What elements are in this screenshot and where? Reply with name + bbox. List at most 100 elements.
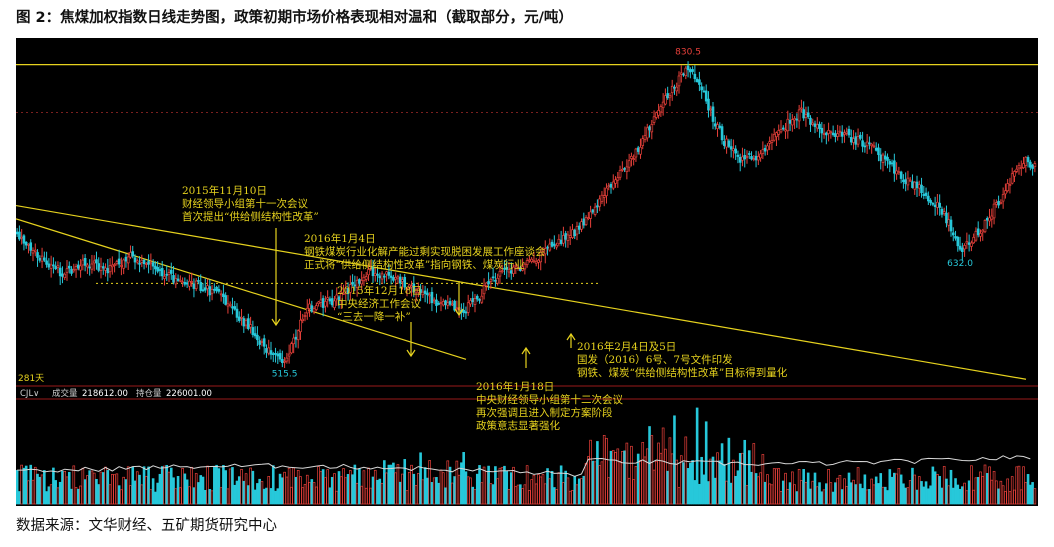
volume-bar <box>122 476 125 505</box>
volume-bar <box>995 480 998 505</box>
volume-bar <box>317 466 320 505</box>
candle-body <box>54 266 57 270</box>
volume-bar <box>922 486 926 505</box>
volume-bar <box>16 470 19 505</box>
volume-bar <box>478 465 481 505</box>
volume-bar <box>908 480 912 505</box>
volume-bar <box>845 486 849 505</box>
volume-bar <box>559 465 563 505</box>
candle-body <box>228 303 232 306</box>
candle-body <box>985 218 989 221</box>
volume-bar <box>924 481 928 505</box>
candle-body <box>1006 183 1009 192</box>
volume-bar <box>693 480 697 505</box>
volume-bar <box>79 485 82 505</box>
candle-body <box>530 258 533 262</box>
candle-body <box>373 272 377 276</box>
volume-bar <box>188 486 191 505</box>
candle-body <box>47 263 51 268</box>
volume-bar <box>967 480 971 505</box>
volume-bar <box>149 489 153 505</box>
volume-bar <box>1022 466 1025 505</box>
candle-body <box>813 123 817 127</box>
volume-bar <box>460 462 463 505</box>
arrow-2015-11-10-head <box>271 318 281 327</box>
volume-bar <box>509 472 513 505</box>
volume-bar <box>45 491 48 505</box>
candle-body <box>213 288 216 291</box>
volume-bar <box>881 486 885 505</box>
candle-body <box>58 267 62 277</box>
volume-bar <box>1019 489 1023 505</box>
candle-body <box>757 156 760 161</box>
volume-bar <box>979 471 982 505</box>
candle-body <box>641 138 645 146</box>
volume-bar <box>310 479 314 505</box>
candle-body <box>693 73 697 79</box>
volume-bar <box>870 478 873 505</box>
candle-body <box>825 132 828 136</box>
candle-body <box>482 285 486 295</box>
volume-bar <box>120 489 123 505</box>
volume-bar <box>213 467 216 505</box>
candle-body <box>616 177 620 181</box>
candle-body <box>963 245 966 250</box>
volume-bar <box>815 486 819 505</box>
candle-body <box>834 133 837 138</box>
volume-bar <box>872 484 876 505</box>
candle-body <box>45 260 48 265</box>
candle-body <box>630 156 633 159</box>
candle-body <box>124 256 128 262</box>
volume-bar <box>63 470 67 505</box>
candle-body <box>997 200 1000 206</box>
candle-body <box>242 318 246 327</box>
volume-bar <box>999 480 1003 505</box>
candle-body <box>908 179 912 182</box>
volume-bar <box>745 485 749 505</box>
candle-body <box>455 307 459 310</box>
candle-body <box>974 230 978 241</box>
volume-bar <box>689 462 692 505</box>
volume-bar <box>249 467 252 505</box>
volume-bar <box>349 470 352 505</box>
candle-body <box>786 118 790 132</box>
volume-bar <box>534 483 538 505</box>
candle-body <box>201 289 205 292</box>
candle-body <box>553 243 556 246</box>
candle-body <box>360 280 363 285</box>
volume-bar <box>54 480 57 505</box>
volume-bar <box>691 460 694 505</box>
volume-bar <box>929 485 932 505</box>
volume-bar <box>453 476 456 505</box>
volume-bar <box>333 473 336 505</box>
volume-bar <box>863 474 867 505</box>
volume-bar <box>367 467 370 505</box>
volume-bar <box>1004 491 1007 505</box>
candle-body <box>759 153 762 159</box>
candle-body <box>602 195 606 198</box>
candle-body <box>917 184 921 189</box>
candle-body <box>451 303 454 306</box>
volume-bar <box>419 452 422 505</box>
volume-bar <box>915 489 919 505</box>
candle-body <box>539 251 543 263</box>
volume-bar <box>806 472 810 505</box>
candle-body <box>20 236 23 239</box>
volume-bar <box>423 467 427 505</box>
candle-body <box>580 221 583 230</box>
volume-bar <box>525 465 529 505</box>
volume-bar <box>1031 482 1034 505</box>
candle-body <box>745 155 749 158</box>
volume-bar <box>20 464 23 505</box>
volume-bar <box>217 468 221 505</box>
candle-body <box>208 286 212 296</box>
candle-body <box>707 98 710 111</box>
candle-body <box>750 156 753 160</box>
candle-body <box>738 156 742 163</box>
candle-body <box>387 271 391 276</box>
candle-body <box>847 128 851 136</box>
volume-bar <box>831 491 835 505</box>
volume-bar <box>108 484 112 505</box>
volume-label: 成交量 <box>52 388 78 399</box>
candle-body <box>772 134 776 141</box>
